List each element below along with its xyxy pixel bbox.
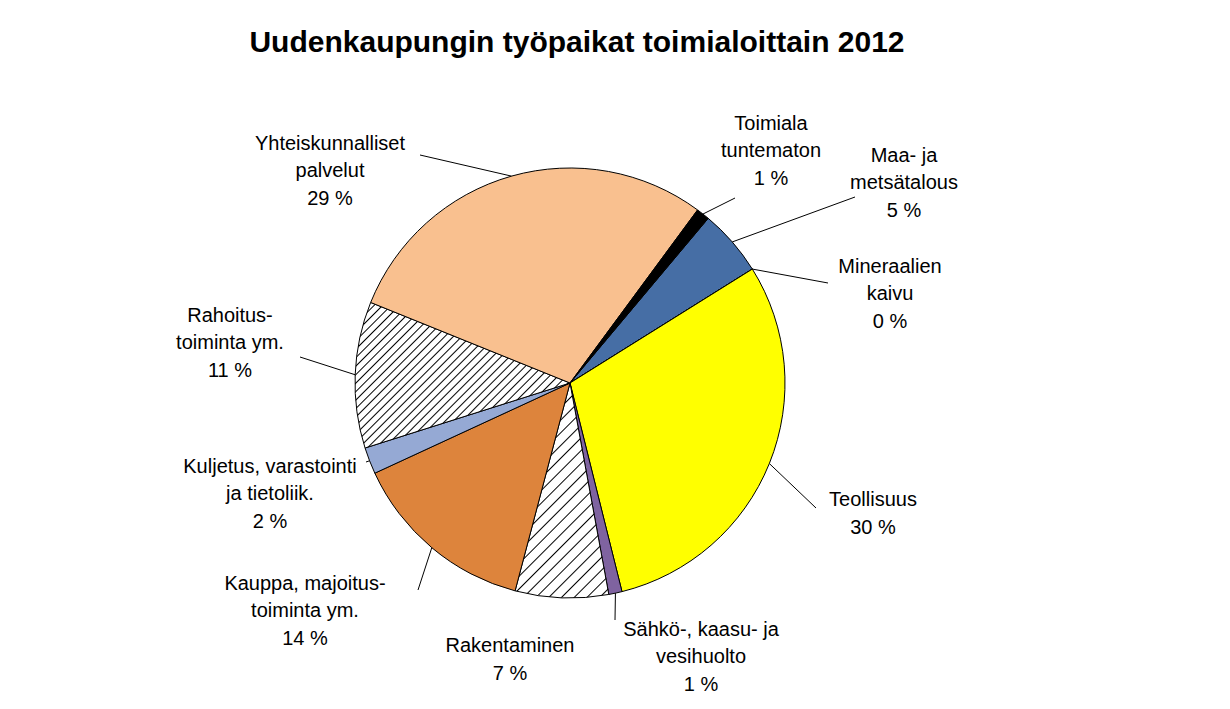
pie-slice [371,168,698,383]
category-label: Sähkö-, kaasu- ja vesihuolto [623,618,780,667]
chart: Uudenkaupungin työpaikat toimialoittain … [0,0,1230,709]
value-label: 29 % [307,187,353,209]
leader-line [418,548,432,590]
leader-line [752,269,828,283]
category-label: Kauppa, majoitus-toiminta ym. [224,572,385,621]
category-line: palvelut [296,159,365,181]
value-label: 1 % [754,167,789,189]
value-label: 5 % [887,199,922,221]
category-label: Yhteiskunnalliset palvelut [255,132,406,181]
category-line: vesihuolto [656,645,746,667]
labels: Maa- ja metsätalous 5 % Mineraalien kaivu 0 %… [176,112,958,695]
leader-line [420,155,511,176]
value-label: 11 % [208,359,252,381]
pie-slice [570,210,708,383]
leader-line [732,197,855,242]
category-line: Maa- ja [871,144,939,166]
chart-title: Uudenkaupungin työpaikat toimialoittain … [249,25,904,58]
category-line: kaivu [867,282,914,304]
leader-line [300,357,355,375]
value-label: 14 % [282,627,328,649]
leader-line [615,593,616,620]
category-line: toiminta ym. [251,599,359,621]
category-line: Kuljetus, varastointi [183,455,356,477]
category-line: Teollisuus [829,488,917,510]
slices [355,168,785,598]
category-line: metsätalous [850,171,958,193]
value-label: 0 % [873,310,908,332]
value-label: 2 % [253,510,288,532]
category-line: Rakentaminen [446,634,575,656]
category-label: Toimiala tuntematon [721,112,821,161]
category-label: Mineraalien kaivu [838,255,941,304]
category-label: Maa- ja metsätalous [850,144,958,193]
page: {"chart_data": {"type": "pie", "title": … [0,0,1230,709]
category-line: Toimiala [734,112,808,134]
leader-line [769,464,816,508]
category-label: Rahoitus-toiminta ym. [176,304,284,353]
category-line: Sähkö-, kaasu- ja [623,618,780,640]
category-label: Teollisuus [829,488,917,510]
category-line: Yhteiskunnalliset [255,132,406,154]
leader-line [366,461,370,462]
category-line: toiminta ym. [176,331,284,353]
value-label: 7 % [493,662,528,684]
value-label: 30 % [850,516,896,538]
category-label: Rakentaminen [446,634,575,656]
value-label: 1 % [684,673,719,695]
category-line: Kauppa, majoitus- [224,572,385,594]
leader-line [703,198,735,214]
category-line: Mineraalien [838,255,941,277]
category-line: Rahoitus- [187,304,273,326]
category-label: Kuljetus, varastointi ja tietoliik. [183,455,356,504]
category-line: ja tietoliik. [225,482,314,504]
category-line: tuntematon [721,139,821,161]
